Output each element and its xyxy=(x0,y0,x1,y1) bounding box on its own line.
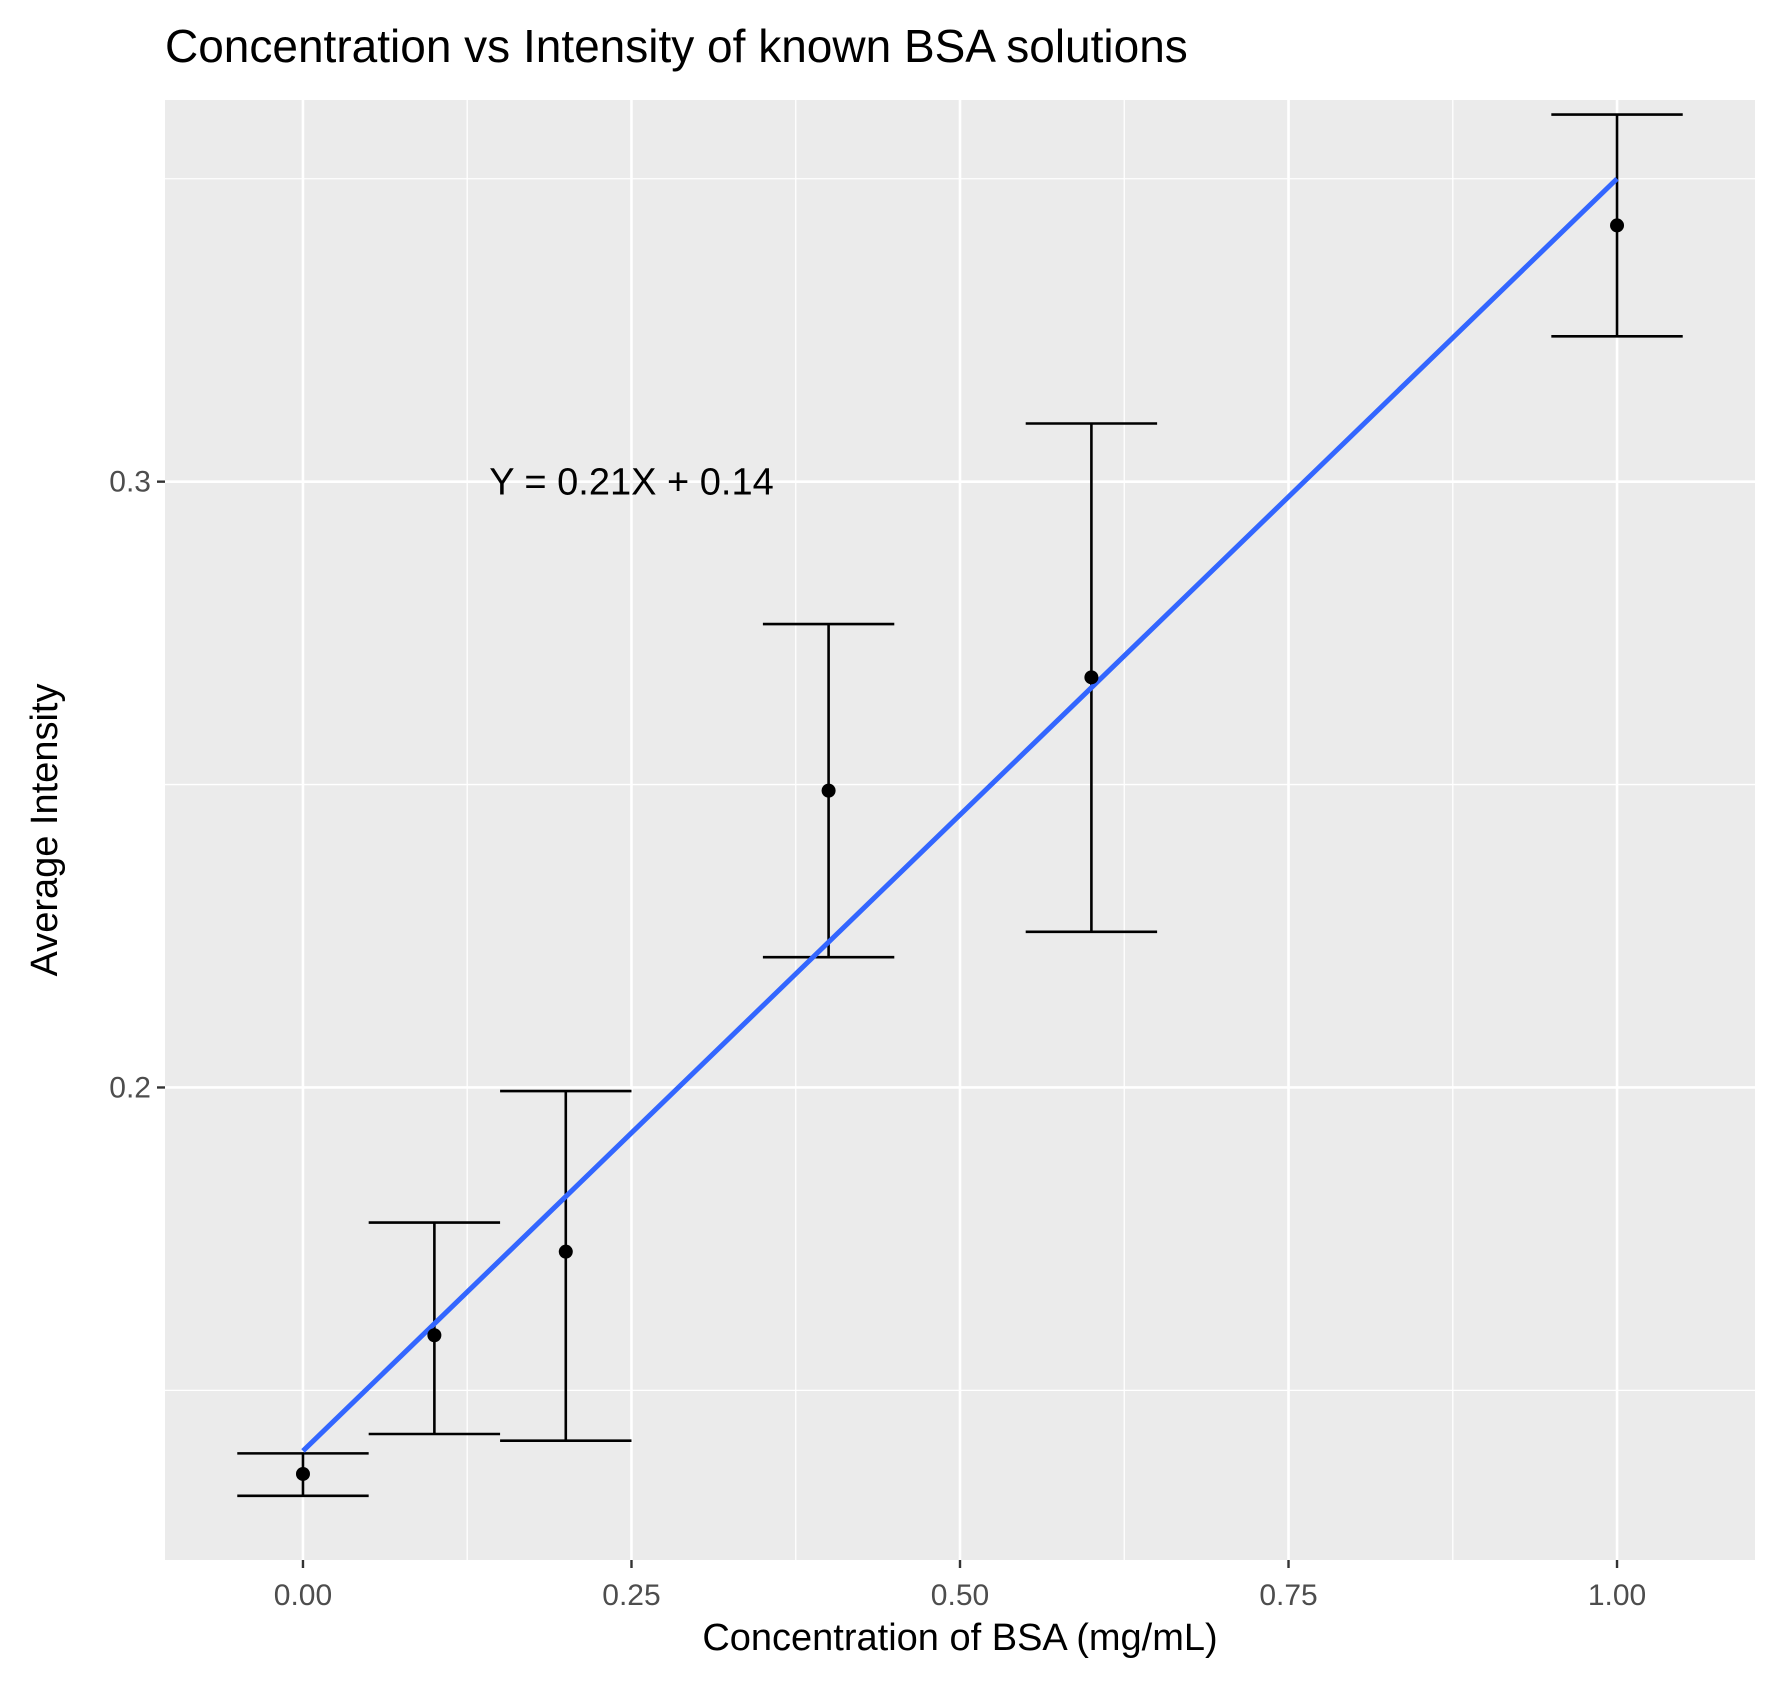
fit-line-group xyxy=(301,176,1619,1453)
y-tick-label: 0.3 xyxy=(109,466,151,499)
x-tick-labels: 0.00 0.25 0.50 0.75 1.00 xyxy=(274,1579,1646,1612)
data-point xyxy=(1610,218,1625,233)
data-points xyxy=(295,218,1625,1481)
chart-title: Concentration vs Intensity of known BSA … xyxy=(165,20,1188,72)
axis-ticks xyxy=(157,480,1619,1568)
data-point xyxy=(1084,670,1099,685)
y-axis-title: Average Intensity xyxy=(24,684,66,977)
x-tick-label: 0.00 xyxy=(274,1579,332,1612)
data-point xyxy=(821,783,836,798)
x-tick-label: 0.75 xyxy=(1259,1579,1317,1612)
x-axis-title: Concentration of BSA (mg/mL) xyxy=(702,1617,1217,1659)
x-tick-label: 0.50 xyxy=(931,1579,989,1612)
data-point xyxy=(558,1244,573,1259)
y-tick-labels: 0.2 0.3 xyxy=(109,466,151,1105)
data-point xyxy=(427,1328,442,1343)
y-tick-label: 0.2 xyxy=(109,1071,151,1104)
x-tick-label: 1.00 xyxy=(1588,1579,1646,1612)
data-point xyxy=(295,1466,310,1481)
regression-equation: Y = 0.21X + 0.14 xyxy=(489,462,774,504)
regression-fit-line xyxy=(301,176,1619,1453)
x-tick-label: 0.25 xyxy=(602,1579,660,1612)
grid-major xyxy=(165,100,1755,1560)
